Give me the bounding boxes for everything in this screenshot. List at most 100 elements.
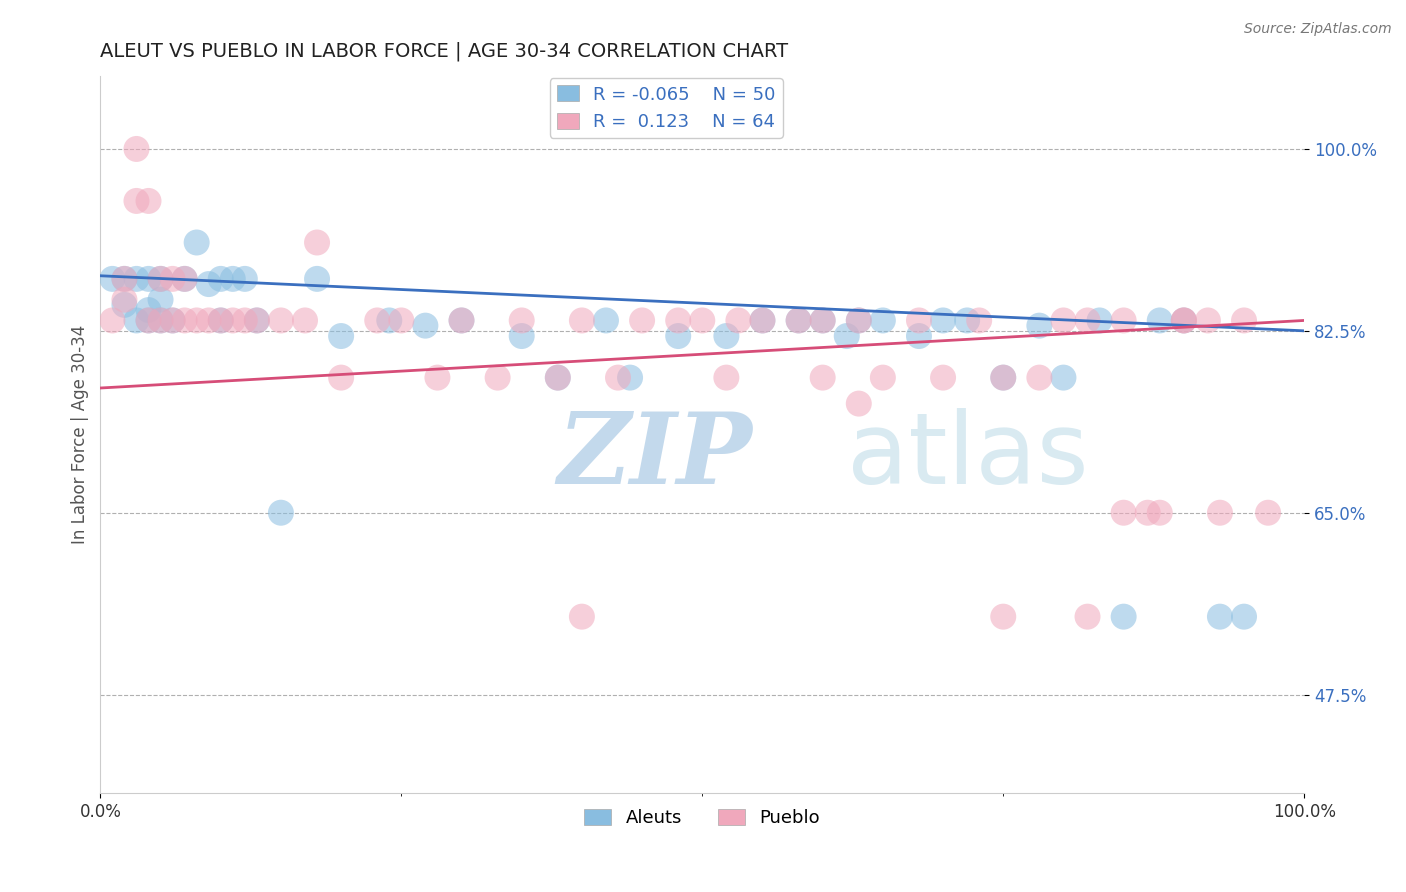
Point [1233, 609, 1256, 624]
Point [848, 313, 870, 327]
Point [1112, 313, 1135, 327]
Point [607, 370, 630, 384]
Point [173, 272, 195, 286]
Point [186, 313, 208, 327]
Point [112, 272, 135, 286]
Point [149, 272, 172, 286]
Point [1149, 313, 1171, 327]
Point [1209, 506, 1232, 520]
Y-axis label: In Labor Force | Age 30-34: In Labor Force | Age 30-34 [72, 326, 89, 544]
Point [450, 313, 472, 327]
Point [125, 142, 148, 156]
Point [1209, 609, 1232, 624]
Point [751, 313, 773, 327]
Point [716, 329, 738, 343]
Point [162, 272, 184, 286]
Point [112, 293, 135, 307]
Point [932, 313, 955, 327]
Point [378, 313, 401, 327]
Text: atlas: atlas [846, 408, 1088, 505]
Point [389, 313, 412, 327]
Point [149, 272, 172, 286]
Point [138, 313, 160, 327]
Point [716, 370, 738, 384]
Point [101, 313, 124, 327]
Point [571, 313, 593, 327]
Point [1052, 370, 1074, 384]
Point [908, 313, 931, 327]
Point [1112, 609, 1135, 624]
Text: ALEUT VS PUEBLO IN LABOR FORCE | AGE 30-34 CORRELATION CHART: ALEUT VS PUEBLO IN LABOR FORCE | AGE 30-… [100, 42, 789, 62]
Point [149, 293, 172, 307]
Point [908, 329, 931, 343]
Point [510, 329, 533, 343]
Point [149, 313, 172, 327]
Point [787, 313, 810, 327]
Point [222, 272, 245, 286]
Point [138, 194, 160, 208]
Point [138, 313, 160, 327]
Point [666, 329, 689, 343]
Point [162, 313, 184, 327]
Point [835, 329, 858, 343]
Point [510, 313, 533, 327]
Point [138, 272, 160, 286]
Point [1197, 313, 1219, 327]
Point [162, 313, 184, 327]
Point [811, 313, 834, 327]
Point [1112, 506, 1135, 520]
Point [1173, 313, 1195, 327]
Point [173, 272, 195, 286]
Point [1173, 313, 1195, 327]
Point [1257, 506, 1279, 520]
Point [209, 313, 232, 327]
Point [138, 303, 160, 318]
Point [595, 313, 617, 327]
Point [571, 609, 593, 624]
Point [112, 272, 135, 286]
Point [547, 370, 569, 384]
Point [125, 194, 148, 208]
Point [811, 313, 834, 327]
Point [366, 313, 388, 327]
Point [1076, 313, 1098, 327]
Point [848, 313, 870, 327]
Point [1149, 506, 1171, 520]
Point [666, 313, 689, 327]
Point [415, 318, 437, 333]
Point [751, 313, 773, 327]
Point [450, 313, 472, 327]
Point [186, 235, 208, 250]
Point [233, 272, 256, 286]
Point [305, 272, 328, 286]
Point [246, 313, 269, 327]
Point [294, 313, 316, 327]
Legend: Aleuts, Pueblo: Aleuts, Pueblo [576, 802, 828, 835]
Point [967, 313, 990, 327]
Text: ZIP: ZIP [558, 408, 752, 505]
Point [1028, 318, 1050, 333]
Point [1028, 370, 1050, 384]
Point [330, 329, 353, 343]
Point [1076, 609, 1098, 624]
Point [993, 370, 1015, 384]
Point [690, 313, 713, 327]
Point [209, 272, 232, 286]
Point [209, 313, 232, 327]
Point [1052, 313, 1074, 327]
Point [270, 506, 292, 520]
Point [956, 313, 979, 327]
Point [330, 370, 353, 384]
Point [547, 370, 569, 384]
Point [993, 609, 1015, 624]
Point [197, 277, 219, 291]
Text: Source: ZipAtlas.com: Source: ZipAtlas.com [1244, 22, 1392, 37]
Point [619, 370, 641, 384]
Point [197, 313, 219, 327]
Point [426, 370, 449, 384]
Point [872, 370, 894, 384]
Point [631, 313, 654, 327]
Point [787, 313, 810, 327]
Point [848, 396, 870, 410]
Point [246, 313, 269, 327]
